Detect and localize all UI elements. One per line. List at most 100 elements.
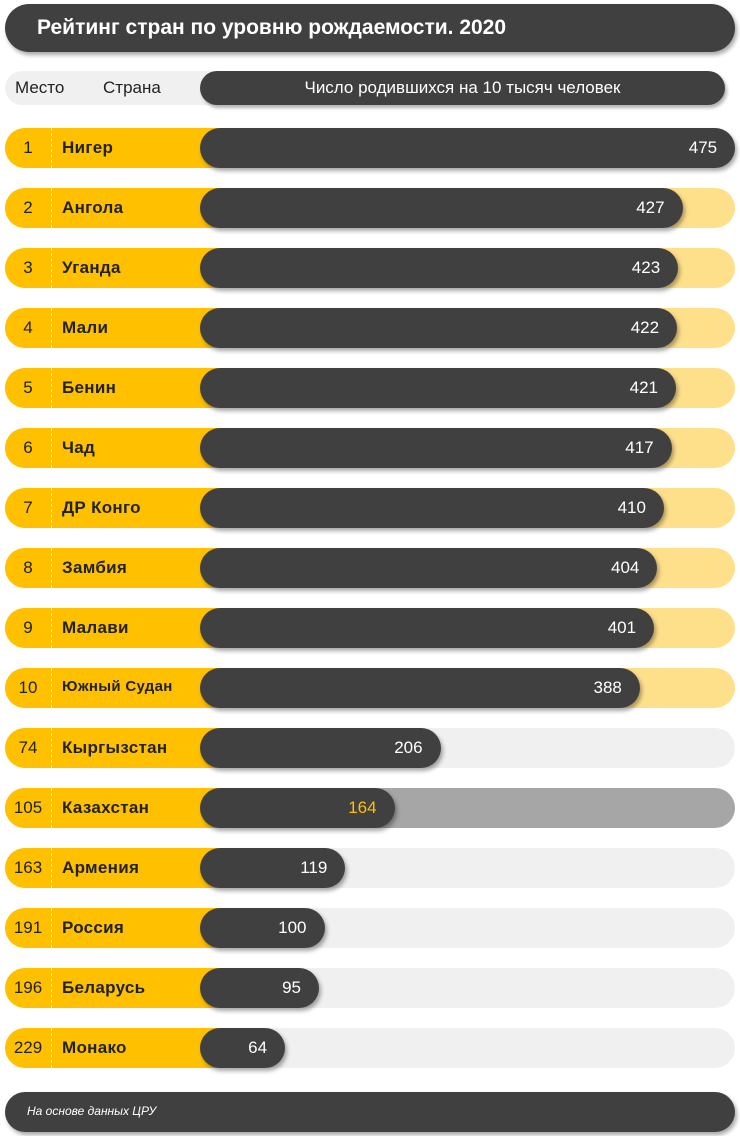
country-label: Казахстан [62,798,150,817]
value-bar: 427 [200,188,683,228]
country-label: Кыргызстан [62,738,168,757]
value-label: 421 [629,378,658,397]
country-label: Ангола [62,198,124,217]
value-label: 410 [617,498,646,517]
bar-row: 196 Беларусь 95 [5,968,735,1008]
value-bar: 423 [200,248,679,288]
divider [51,488,52,528]
header-value: Число родившихся на 10 тысяч человек [200,71,725,105]
value-label: 423 [631,258,661,277]
value-label: 119 [300,858,328,877]
value-bar: 475 [200,128,736,168]
rank-label: 6 [23,438,33,457]
rank-label: 7 [23,498,33,517]
bar-row: 4 Мали 422 [5,308,735,348]
divider [51,968,52,1008]
value-label: 164 [348,798,377,817]
rank-background [5,308,220,348]
rank-label: 2 [23,198,33,217]
rank-background [5,848,220,888]
rank-background [5,368,220,408]
bar-row: 163 Армения 119 [5,848,735,888]
divider [51,1028,52,1068]
rank-background [5,908,220,948]
bar-row: 5 Бенин 421 [5,368,735,408]
bar-row: 229 Монако 64 [5,1028,735,1068]
divider [51,908,52,948]
rank-background [5,668,220,708]
value-label: 206 [394,738,423,757]
value-bar: 206 [200,728,441,768]
divider [51,848,52,888]
rank-label: 1 [23,138,33,157]
bar-row: 1 Нигер 475 [5,128,736,168]
rank-background [5,188,220,228]
divider [51,428,52,468]
divider [51,248,52,288]
value-bar: 164 [200,788,395,828]
source-note: На основе данных ЦРУ [27,1104,157,1118]
country-label: Южный Судан [62,678,173,695]
country-label: Нигер [62,138,114,157]
country-label: Уганда [62,258,121,277]
divider [51,548,52,588]
value-bar: 95 [200,968,320,1008]
value-bar: 119 [200,848,346,888]
value-label: 422 [630,318,660,337]
title-banner: Рейтинг стран по уровню рождаемости. 202… [5,4,735,52]
rank-background [5,128,220,168]
value-label: 401 [607,618,637,637]
rank-label: 105 [13,798,43,817]
rank-label: 10 [18,678,38,697]
rank-label: 3 [23,258,33,277]
rank-label: 196 [13,978,43,997]
rank-label: 4 [23,318,33,337]
country-label: Беларусь [62,978,146,997]
divider [51,188,52,228]
bar-row: 10 Южный Судан 388 [5,668,735,708]
value-bar: 401 [200,608,655,648]
column-header: Место Страна Число родившихся на 10 тыся… [5,71,735,105]
rank-label: 9 [23,618,33,637]
rank-background [5,608,220,648]
header-rank: Место [15,78,65,97]
bar-row: 6 Чад 417 [5,428,735,468]
country-label: Россия [62,918,125,937]
rank-background [5,488,220,528]
bar-row: 9 Малави 401 [5,608,735,648]
country-label: Монако [62,1038,127,1057]
rank-background [5,728,220,768]
rank-background [5,248,220,288]
rank-label: 74 [18,738,38,757]
divider [51,728,52,768]
value-bar: 100 [200,908,325,948]
value-label: 100 [278,918,307,937]
country-label: Мали [62,318,109,337]
country-label: Малави [62,618,129,637]
rank-background [5,548,220,588]
bar-row: 8 Замбия 404 [5,548,735,588]
bar-row: 3 Уганда 423 [5,248,735,288]
country-label: Чад [62,438,96,457]
divider [51,128,52,168]
country-label: ДР Конго [62,498,141,517]
rank-label: 163 [13,858,43,877]
value-label: 64 [248,1038,268,1057]
country-label: Замбия [62,558,128,577]
value-label: 404 [611,558,640,577]
value-bar: 410 [200,488,664,528]
value-label: 95 [282,978,302,997]
divider [51,608,52,648]
rank-label: 5 [23,378,33,397]
divider [51,368,52,408]
divider [51,308,52,348]
value-bar: 417 [200,428,672,468]
value-bar: 404 [200,548,658,588]
bar-row: 7 ДР Конго 410 [5,488,735,528]
divider [51,788,52,828]
divider [51,668,52,708]
rank-label: 229 [13,1038,43,1057]
value-label: 388 [593,678,622,697]
bar-row: 105 Казахстан 164 [5,788,735,828]
country-label: Армения [62,858,140,877]
